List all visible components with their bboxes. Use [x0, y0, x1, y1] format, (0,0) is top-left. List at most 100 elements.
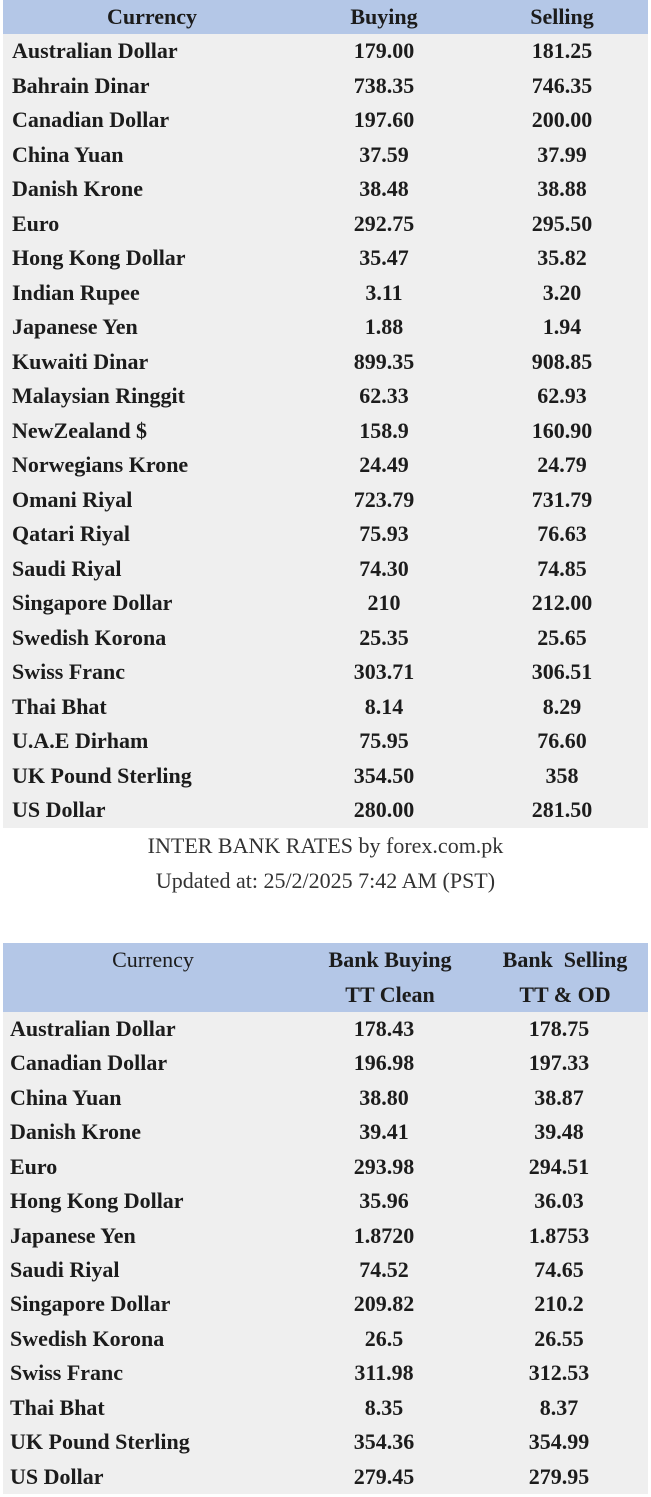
- currency-cell: Danish Krone: [12, 176, 144, 201]
- rate-cell: 908.85: [531, 348, 593, 374]
- header-cell: Bank Buying: [328, 947, 452, 972]
- rate-cell: 38.80: [359, 1084, 409, 1110]
- currency-cell: Kuwaiti Dinar: [12, 348, 149, 374]
- rate-cell: 24.79: [537, 452, 587, 477]
- currency-cell: Thai Bhat: [10, 1394, 105, 1420]
- rate-cell: 354.99: [528, 1429, 590, 1455]
- rate-cell: 306.51: [531, 659, 593, 684]
- currency-cell: Swiss Franc: [10, 1360, 124, 1386]
- currency-cell: Bahrain Dinar: [12, 72, 150, 98]
- rate-cell: 3.20: [542, 279, 582, 305]
- rate-cell: 37.99: [537, 141, 587, 167]
- rate-cell: 62.93: [537, 383, 587, 408]
- currency-cell: Hong Kong Dollar: [12, 245, 186, 270]
- rate-cell: 210: [367, 590, 401, 615]
- currency-cell: Saudi Riyal: [10, 1257, 120, 1282]
- rate-cell: 1.94: [542, 314, 582, 339]
- currency-cell: Japanese Yen: [10, 1222, 136, 1248]
- header-cell: TT Clean: [345, 981, 435, 1007]
- rate-cell: 160.90: [531, 417, 593, 443]
- header-cell: Currency: [112, 947, 194, 972]
- caption: INTER BANK RATES by forex.com.pk: [147, 833, 504, 858]
- currency-cell: Danish Krone: [10, 1119, 142, 1145]
- currency-cell: Malaysian Ringgit: [12, 383, 185, 408]
- rate-cell: 39.48: [534, 1119, 584, 1145]
- rate-cell: 74.30: [359, 555, 409, 581]
- rate-cell: 76.60: [537, 728, 587, 753]
- rate-cell: 25.65: [537, 624, 587, 650]
- rate-cell: 899.35: [353, 348, 415, 374]
- rate-cell: 280.00: [353, 797, 415, 822]
- table-body-bg: [3, 34, 648, 828]
- rate-cell: 303.71: [353, 659, 415, 684]
- rate-cell: 38.87: [534, 1084, 584, 1110]
- header-cell: Selling: [530, 4, 594, 29]
- rate-cell: 8.29: [542, 693, 582, 719]
- rate-cell: 8.35: [364, 1394, 404, 1420]
- rate-cell: 62.33: [359, 383, 409, 408]
- rate-cell: 731.79: [531, 486, 593, 512]
- rate-cell: 26.5: [364, 1325, 404, 1351]
- currency-cell: Canadian Dollar: [12, 107, 170, 132]
- caption: Updated at: 25/2/2025 7:42 AM (PST): [155, 868, 496, 893]
- rate-cell: 212.00: [531, 590, 593, 615]
- currency-cell: Indian Rupee: [12, 279, 140, 305]
- currency-cell: Swedish Korona: [10, 1325, 165, 1351]
- rate-cell: 35.82: [537, 245, 587, 270]
- currency-cell: Canadian Dollar: [10, 1050, 168, 1076]
- rate-cell: 75.93: [359, 521, 409, 546]
- table-header-bg: [3, 0, 648, 34]
- currency-cell: UK Pound Sterling: [10, 1429, 190, 1455]
- header-cell: TT & OD: [519, 981, 611, 1007]
- rate-cell: 279.45: [353, 1463, 415, 1489]
- currency-cell: Australian Dollar: [10, 1016, 176, 1041]
- currency-cell: Euro: [10, 1153, 58, 1179]
- rate-cell: 74.52: [359, 1257, 409, 1282]
- rate-cell: 293.98: [353, 1153, 415, 1179]
- rate-cell: 354.36: [353, 1429, 415, 1455]
- rate-cell: 8.14: [364, 693, 404, 719]
- rate-cell: 311.98: [354, 1360, 414, 1386]
- rate-cell: 74.65: [534, 1257, 584, 1282]
- rate-cell: 75.95: [359, 728, 409, 753]
- rate-cell: 210.2: [534, 1291, 584, 1317]
- currency-cell: Swiss Franc: [12, 659, 126, 684]
- table-body-bg: [3, 1012, 648, 1494]
- rate-cell: 158.9: [359, 417, 409, 443]
- rate-cell: 196.98: [353, 1050, 415, 1076]
- header-cell: Bank Selling: [502, 947, 628, 972]
- rate-cell: 209.82: [353, 1291, 415, 1317]
- rate-cell: 181.25: [531, 38, 593, 63]
- rate-cell: 292.75: [353, 210, 415, 236]
- currency-cell: Australian Dollar: [12, 38, 178, 63]
- currency-cell: Japanese Yen: [12, 314, 138, 339]
- rate-cell: 723.79: [353, 486, 415, 512]
- currency-cell: U.A.E Dirham: [12, 728, 149, 753]
- currency-cell: China Yuan: [12, 141, 124, 167]
- rate-cell: 179.00: [353, 38, 415, 63]
- rate-cell: 74.85: [537, 555, 587, 581]
- rate-cell: 279.95: [528, 1463, 590, 1489]
- rate-cell: 178.43: [353, 1016, 415, 1041]
- rate-cell: 294.51: [528, 1153, 590, 1179]
- rate-cell: 1.88: [364, 314, 404, 339]
- rate-cell: 38.48: [359, 176, 409, 201]
- rate-cell: 197.33: [528, 1050, 590, 1076]
- rate-cell: 312.53: [528, 1360, 590, 1386]
- rate-cell: 36.03: [534, 1188, 584, 1214]
- currency-cell: Singapore Dollar: [12, 590, 173, 615]
- rate-cell: 25.35: [359, 624, 409, 650]
- currency-cell: China Yuan: [10, 1084, 122, 1110]
- table-header-bg: [3, 943, 648, 1012]
- rate-cell: 37.59: [359, 141, 409, 167]
- currency-cell: UK Pound Sterling: [12, 762, 192, 788]
- currency-cell: US Dollar: [10, 1463, 104, 1489]
- rate-cell: 76.63: [537, 521, 587, 546]
- rate-cell: 1.8720: [353, 1222, 415, 1248]
- rate-cell: 39.41: [359, 1119, 409, 1145]
- currency-cell: Omani Riyal: [12, 486, 133, 512]
- currency-cell: Euro: [12, 210, 60, 236]
- currency-cell: US Dollar: [12, 797, 106, 822]
- rate-cell: 200.00: [531, 107, 593, 132]
- rate-cell: 295.50: [531, 210, 593, 236]
